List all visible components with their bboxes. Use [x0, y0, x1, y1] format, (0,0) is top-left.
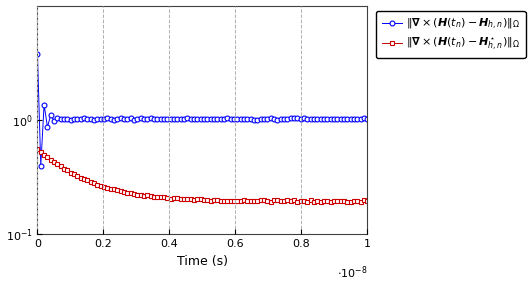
Line: $\|\boldsymbol{\nabla} \times (\boldsymbol{H}(t_n) - \boldsymbol{H}_{h,n})\|_\Omega$: $\|\boldsymbol{\nabla} \times (\boldsymb…	[35, 51, 370, 168]
$\|\boldsymbol{\nabla} \times (\boldsymbol{H}(t_n) - \boldsymbol{H}^\star_{h,n})\|_\Omega$	[231, 199, 237, 203]
$\|\boldsymbol{\nabla} \times (\boldsymbol{H}(t_n) - \boldsymbol{H}_{h,n})\|_\Omega$	[34, 52, 40, 55]
$\|\boldsymbol{\nabla} \times (\boldsymbol{H}(t_n) - \boldsymbol{H}^\star_{h,n})\|_\Omega$	[111, 188, 117, 191]
Text: $\cdot 10^{-8}$: $\cdot 10^{-8}$	[337, 265, 368, 282]
$\|\boldsymbol{\nabla} \times (\boldsymbol{H}(t_n) - \boldsymbol{H}_{h,n})\|_\Omega$	[207, 117, 214, 121]
$\|\boldsymbol{\nabla} \times (\boldsymbol{H}(t_n) - \boldsymbol{H}^\star_{h,n})\|_\Omega$	[97, 184, 104, 187]
$\|\boldsymbol{\nabla} \times (\boldsymbol{H}(t_n) - \boldsymbol{H}^\star_{h,n})\|_\Omega$	[364, 199, 371, 202]
$\|\boldsymbol{\nabla} \times (\boldsymbol{H}(t_n) - \boldsymbol{H}_{h,n})\|_\Omega$	[114, 118, 121, 121]
$\|\boldsymbol{\nabla} \times (\boldsymbol{H}(t_n) - \boldsymbol{H}^\star_{h,n})\|_\Omega$	[341, 199, 347, 202]
$\|\boldsymbol{\nabla} \times (\boldsymbol{H}(t_n) - \boldsymbol{H}^\star_{h,n})\|_\Omega$	[351, 199, 358, 203]
$\|\boldsymbol{\nabla} \times (\boldsymbol{H}(t_n) - \boldsymbol{H}_{h,n})\|_\Omega$	[234, 117, 240, 121]
$\|\boldsymbol{\nabla} \times (\boldsymbol{H}(t_n) - \boldsymbol{H}_{h,n})\|_\Omega$	[101, 117, 107, 121]
$\|\boldsymbol{\nabla} \times (\boldsymbol{H}(t_n) - \boldsymbol{H}_{h,n})\|_\Omega$	[364, 117, 371, 121]
$\|\boldsymbol{\nabla} \times (\boldsymbol{H}(t_n) - \boldsymbol{H}_{h,n})\|_\Omega$	[38, 164, 44, 167]
$\|\boldsymbol{\nabla} \times (\boldsymbol{H}(t_n) - \boldsymbol{H}^\star_{h,n})\|_\Omega$	[204, 199, 211, 202]
$\|\boldsymbol{\nabla} \times (\boldsymbol{H}(t_n) - \boldsymbol{H}^\star_{h,n})\|_\Omega$	[34, 148, 40, 151]
$\|\boldsymbol{\nabla} \times (\boldsymbol{H}(t_n) - \boldsymbol{H}^\star_{h,n})\|_\Omega$	[311, 200, 317, 203]
X-axis label: Time (s): Time (s)	[177, 255, 228, 268]
$\|\boldsymbol{\nabla} \times (\boldsymbol{H}(t_n) - \boldsymbol{H}_{h,n})\|_\Omega$	[341, 117, 347, 121]
$\|\boldsymbol{\nabla} \times (\boldsymbol{H}(t_n) - \boldsymbol{H}_{h,n})\|_\Omega$	[351, 117, 358, 121]
Legend: $\|\boldsymbol{\nabla} \times (\boldsymbol{H}(t_n) - \boldsymbol{H}_{h,n})\|_\Om: $\|\boldsymbol{\nabla} \times (\boldsymb…	[376, 11, 526, 58]
Line: $\|\boldsymbol{\nabla} \times (\boldsymbol{H}(t_n) - \boldsymbol{H}^\star_{h,n})\|_\Omega$: $\|\boldsymbol{\nabla} \times (\boldsymb…	[35, 147, 370, 204]
